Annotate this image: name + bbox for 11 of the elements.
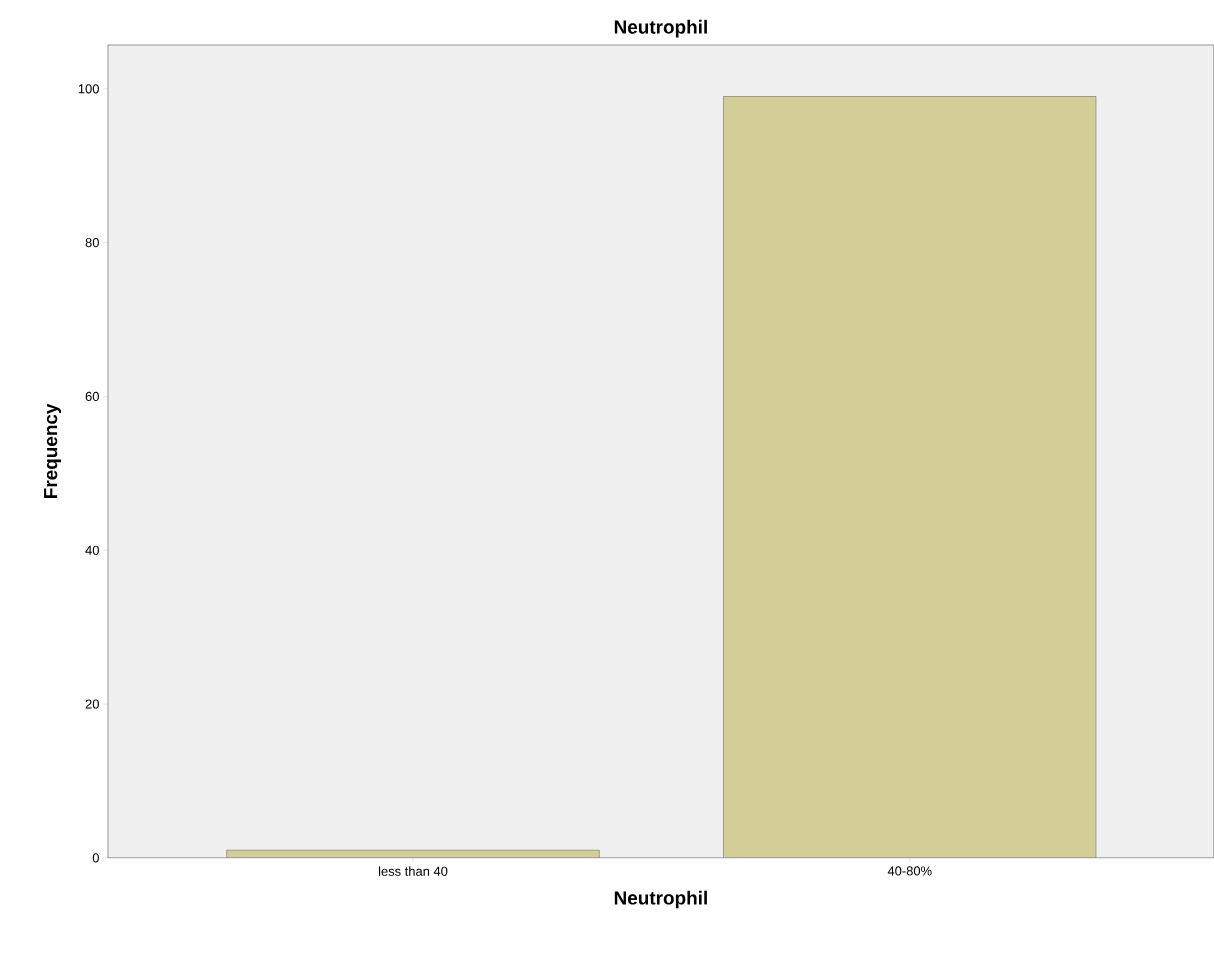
x-tick-label: 40-80%: [887, 866, 932, 876]
y-tick-label: 80: [85, 238, 99, 248]
y-tick-label: 100: [78, 84, 99, 94]
y-tick-label: 40: [85, 545, 99, 555]
chart-title: Neutrophil: [614, 19, 707, 38]
x-tick-label: less than 40: [378, 866, 448, 876]
y-axis-title: Frequency: [44, 403, 62, 499]
y-tick-label: 20: [85, 699, 99, 709]
y-tick-label: 60: [85, 391, 99, 402]
x-axis-title: Neutrophil: [614, 890, 707, 909]
y-tick-label: 0: [92, 853, 99, 863]
